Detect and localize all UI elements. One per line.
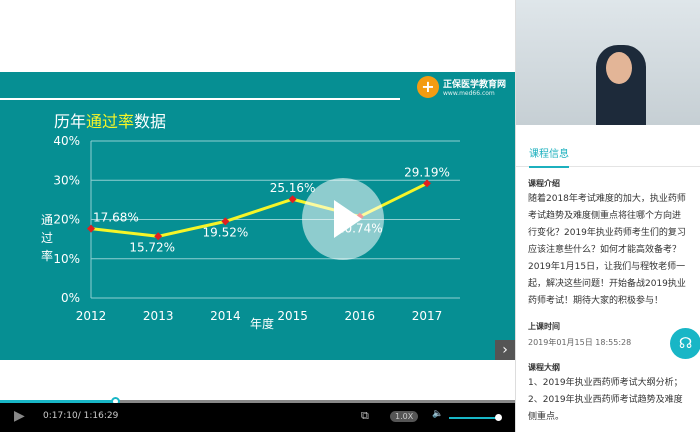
data-point: [87, 224, 95, 233]
next-slide-button[interactable]: ›: [495, 340, 515, 360]
slide-title: 历年通过率数据: [54, 112, 167, 131]
time-heading: 上课时间: [528, 322, 560, 331]
y-tick-label: 20%: [53, 213, 80, 227]
slide: 历年通过率数据 + 正保医学教育网 www.med66.com 0% 10% 20% 30…: [0, 72, 515, 360]
data-label: 17.68%: [93, 211, 139, 225]
y-tick-label: 40%: [53, 134, 80, 148]
data-label: 29.19%: [404, 165, 450, 179]
x-tick-label: 2014: [210, 309, 241, 323]
teacher-camera: [516, 0, 700, 125]
y-tick-label: 10%: [53, 252, 80, 266]
customer-service-icon[interactable]: ☊: [670, 328, 700, 359]
x-tick-label: 2017: [412, 309, 443, 323]
y-axis-label: 率: [41, 248, 53, 263]
speed-button[interactable]: 1.0X: [390, 411, 419, 422]
data-label: 19.52%: [203, 225, 249, 239]
time-display: 0:17:10/ 1:16:29: [43, 411, 119, 421]
data-point: [154, 232, 163, 241]
y-tick-label: 30%: [53, 173, 80, 187]
control-bar: ▶ 0:17:10/ 1:16:29 ⧉ 1.0X 🔈: [0, 403, 515, 432]
y-axis-label: 通: [41, 213, 53, 227]
x-tick-label: 2013: [143, 309, 174, 323]
data-point: [423, 179, 431, 188]
outline-item: 2、2019年执业西药师考试趋势及难度侧重点。: [528, 395, 683, 422]
outline-item: 1、2019年执业西药师考试大纲分析；: [528, 378, 683, 388]
video-player[interactable]: 历年通过率数据 + 正保医学教育网 www.med66.com 0% 10% 20% 30…: [0, 0, 515, 432]
x-tick-label: 2012: [76, 309, 107, 323]
play-overlay-button[interactable]: [302, 178, 384, 260]
data-point: [288, 195, 297, 204]
x-axis-label: 年度: [250, 316, 274, 331]
volume-icon[interactable]: 🔈: [432, 409, 444, 419]
outline-heading: 课程大纲: [528, 363, 560, 372]
class-time: 2019年01月15日 18:55:28: [528, 338, 632, 347]
intro-text: 随着2018年考试难度的加大，执业药师考试趋势及难度侧重点将往哪个方向进行变化？…: [528, 194, 686, 306]
line-chart: 0% 10% 20% 30% 40% 2012 2013 2014 2015 2016 2017 年度…: [41, 134, 460, 331]
x-tick-label: 2016: [345, 309, 376, 323]
data-label: 15.72%: [129, 240, 175, 254]
intro-heading: 课程介绍: [528, 179, 560, 188]
play-icon[interactable]: ▶: [14, 408, 25, 424]
volume-slider[interactable]: [449, 414, 502, 421]
tab-course-info[interactable]: 课程信息: [529, 145, 569, 168]
divider: [0, 98, 400, 100]
logo: + 正保医学教育网 www.med66.com: [417, 76, 506, 98]
side-panel: 课程信息 课程介绍 随着2018年考试难度的加大，执业药师考试趋势及难度侧重点将…: [515, 0, 700, 432]
y-axis-label: 过: [41, 231, 53, 245]
pip-icon[interactable]: ⧉: [361, 409, 369, 422]
data-point: [221, 217, 230, 226]
data-label: 25.16%: [270, 181, 316, 195]
y-tick-label: 0%: [61, 291, 80, 305]
x-tick-label: 2015: [277, 309, 308, 323]
